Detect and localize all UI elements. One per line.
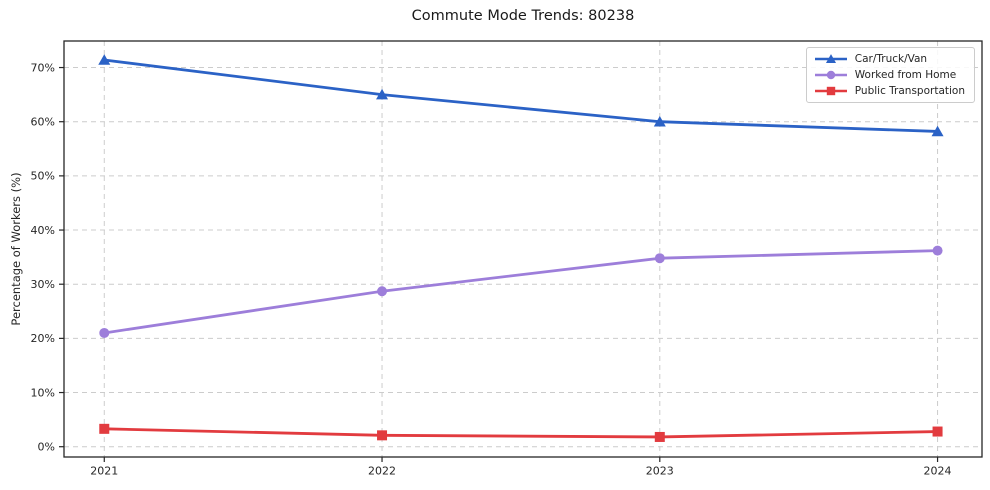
square-marker <box>932 426 943 437</box>
x-tick-label: 2024 <box>924 465 952 478</box>
legend: Car/Truck/Van Worked from Home Public Tran… <box>805 47 975 103</box>
triangle-legend-glyph <box>814 54 847 63</box>
x-tick-label: 2023 <box>646 465 674 478</box>
y-tick-label: 70% <box>31 61 55 74</box>
y-tick-label: 10% <box>31 386 55 399</box>
y-tick-label: 0% <box>38 441 55 454</box>
triangle-marker <box>653 115 666 127</box>
x-tick-label: 2021 <box>90 465 118 478</box>
circle-marker <box>654 253 665 264</box>
square-marker <box>377 430 388 441</box>
triangle-marker <box>98 54 111 65</box>
series-line <box>102 58 939 133</box>
triangle-marker <box>825 54 836 63</box>
square-legend-glyph <box>814 86 847 96</box>
circle-marker <box>932 245 943 256</box>
y-axis-label: Percentage of Workers (%) <box>9 172 23 326</box>
series-line <box>102 427 939 439</box>
y-tick-label: 50% <box>31 170 55 183</box>
circle-marker <box>826 70 835 80</box>
legend-item: Public Transportation <box>814 85 965 97</box>
y-tick-label: 40% <box>31 224 55 237</box>
legend-label: Worked from Home <box>854 69 957 81</box>
legend-item: Worked from Home <box>814 69 965 81</box>
chart-title: Commute Mode Trends: 80238 <box>411 8 635 24</box>
square-marker <box>99 423 110 434</box>
legend-label: Public Transportation <box>854 85 965 97</box>
legend-item: Car/Truck/Van <box>814 53 965 65</box>
circle-legend-glyph <box>814 70 847 80</box>
triangle-marker <box>376 88 389 100</box>
plot-border <box>63 40 983 458</box>
circle-marker <box>377 286 388 297</box>
triangle-marker <box>931 125 944 137</box>
square-marker <box>654 431 665 442</box>
x-tick-label: 2022 <box>368 465 396 478</box>
y-tick-label: 20% <box>31 332 55 345</box>
square-marker <box>826 86 835 96</box>
y-tick-label: 30% <box>31 278 55 291</box>
y-tick-label: 60% <box>31 116 55 129</box>
circle-marker <box>99 327 110 338</box>
legend-label: Car/Truck/Van <box>854 53 928 65</box>
series-line <box>102 249 939 335</box>
